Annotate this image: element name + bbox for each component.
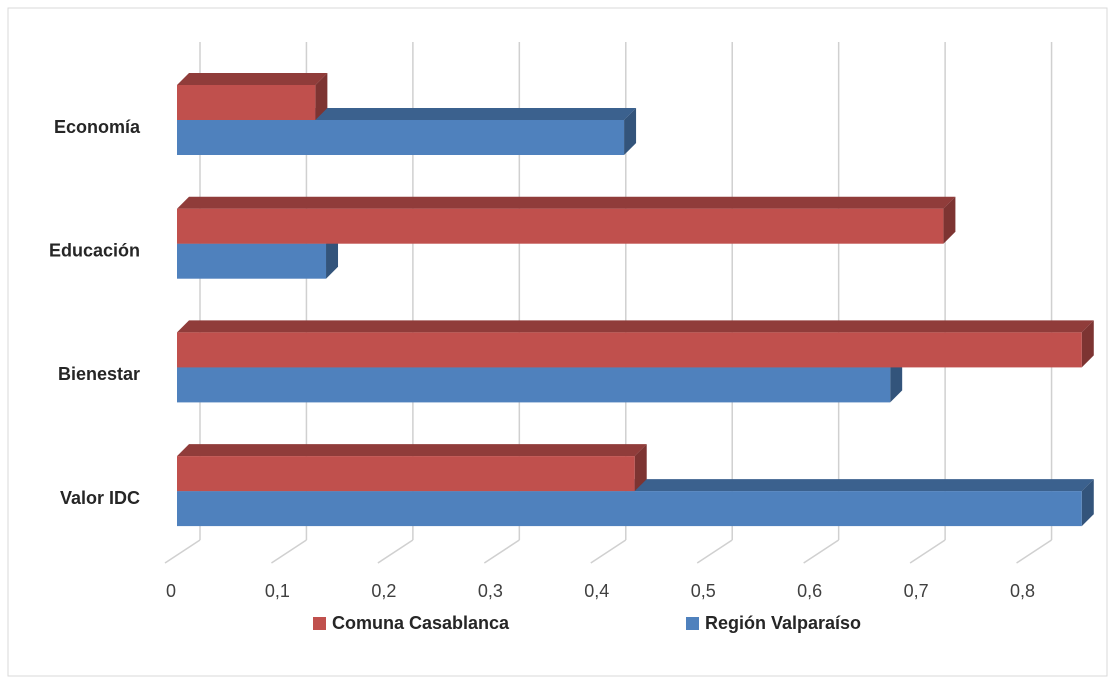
bar-front xyxy=(177,243,327,279)
x-tick-label: 0,2 xyxy=(371,581,396,601)
floor-line xyxy=(1016,539,1052,564)
y-tick-label: Bienestar xyxy=(58,364,140,384)
bar-top xyxy=(177,73,328,85)
floor-line xyxy=(377,539,414,564)
bar-side xyxy=(1081,479,1094,527)
bar-side xyxy=(1081,320,1094,368)
bar-side xyxy=(943,196,956,244)
bar-side xyxy=(624,108,637,155)
x-tick-label: 0,7 xyxy=(904,581,929,601)
floor-line xyxy=(696,539,733,564)
bar-side xyxy=(634,444,647,492)
x-tick-label: 0,1 xyxy=(265,581,290,601)
x-tick-label: 0,3 xyxy=(478,581,503,601)
bar-top xyxy=(177,320,1094,333)
bar-top xyxy=(177,444,647,457)
bar-front xyxy=(177,332,1082,368)
bar-front xyxy=(177,367,891,403)
bar-side xyxy=(315,73,328,120)
bar xyxy=(177,196,956,244)
bar xyxy=(177,73,328,120)
x-tick-label: 0,4 xyxy=(584,581,609,601)
bar xyxy=(177,444,647,492)
bar-front xyxy=(177,85,316,120)
floor-line xyxy=(271,539,307,564)
legend-label: Región Valparaíso xyxy=(705,613,861,633)
legend-swatch xyxy=(313,617,326,630)
bar-top xyxy=(177,196,956,209)
y-tick-label: Valor IDC xyxy=(60,488,140,508)
x-tick-label: 0,5 xyxy=(691,581,716,601)
bar-front xyxy=(177,120,625,155)
legend-swatch xyxy=(686,617,699,630)
x-tick-label: 0,8 xyxy=(1010,581,1035,601)
x-tick-label: 0,6 xyxy=(797,581,822,601)
floor-line xyxy=(483,539,520,564)
bar-front xyxy=(177,208,944,244)
x-tick-label: 0 xyxy=(166,581,176,601)
bar-front xyxy=(177,456,635,492)
bar xyxy=(177,320,1094,368)
bar-front xyxy=(177,491,1082,527)
y-tick-label: Economía xyxy=(54,117,141,137)
legend-label: Comuna Casablanca xyxy=(332,613,510,633)
y-tick-label: Educación xyxy=(49,240,140,260)
floor-line xyxy=(590,539,627,564)
floor-line xyxy=(803,539,840,564)
floor-line xyxy=(909,539,946,564)
floor-line xyxy=(164,539,201,564)
